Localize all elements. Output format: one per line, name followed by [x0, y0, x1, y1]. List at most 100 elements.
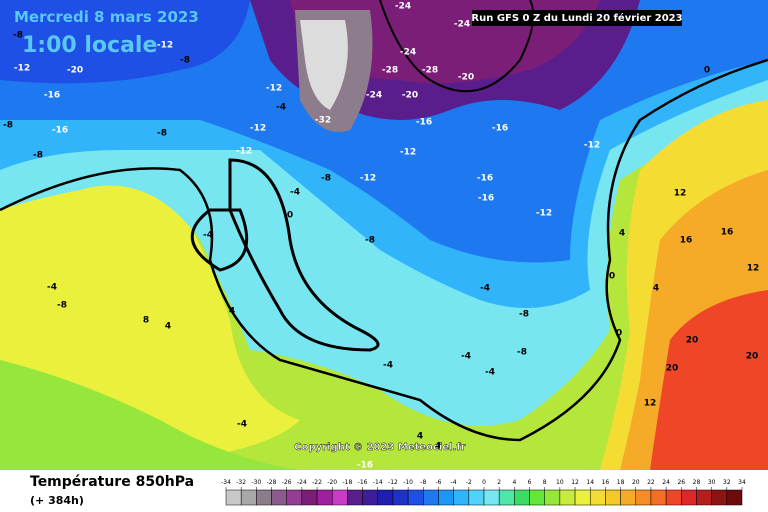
colorbar-tick-label: 18 [617, 479, 625, 486]
contour-label: -4 [290, 188, 300, 198]
colorbar-tick-label: -20 [327, 479, 337, 486]
colorbar-tick-label: 34 [738, 479, 746, 486]
contour-label: 20 [686, 336, 699, 346]
colorbar-tick-label: -26 [282, 479, 292, 486]
colorbar-tick-label: -34 [221, 479, 231, 486]
contour-label: -4 [461, 352, 471, 362]
colorbar-swatch [711, 489, 728, 506]
copyright: Copyright © 2023 Meteociel.fr [294, 442, 465, 453]
colorbar-swatch [392, 489, 409, 506]
footer-title: Température 850hPa [30, 474, 194, 490]
colorbar-swatch [650, 489, 667, 506]
contour-label: -4 [276, 103, 286, 113]
contour-label: -12 [157, 41, 173, 51]
contour-label: 16 [721, 228, 734, 238]
colorbar-tick-label: -6 [435, 479, 441, 486]
colorbar-tick-label: -12 [388, 479, 398, 486]
contour-label: -24 [366, 91, 382, 101]
contour-label: -16 [477, 174, 493, 184]
contour-label: -4 [480, 284, 490, 294]
colorbar-swatch [514, 489, 530, 506]
contour-label: -12 [584, 141, 600, 151]
colorbar-swatch [271, 489, 287, 506]
colorbar-tick-label: 2 [497, 479, 501, 486]
colorbar-tick-label: -24 [297, 479, 307, 486]
contour-label: 0 [287, 211, 293, 221]
contour-label: 12 [747, 264, 760, 274]
contour-label: 4 [653, 284, 659, 294]
contour-label: 12 [644, 399, 657, 409]
contour-label: 20 [746, 352, 759, 362]
colorbar-swatch [240, 489, 257, 506]
colorbar-tick-label: 16 [602, 479, 610, 486]
colorbar-tick-label: 0 [482, 479, 486, 486]
colorbar-tick-label: -8 [420, 479, 426, 486]
colorbar-tick-label: -4 [451, 479, 457, 486]
colorbar-swatch [665, 489, 682, 506]
colorbar-swatch [726, 489, 743, 506]
colorbar-tick-label: -2 [466, 479, 472, 486]
colorbar-tick-label: 28 [693, 479, 701, 486]
contour-label: 4 [165, 322, 171, 332]
contour-label: 8 [143, 316, 149, 326]
colorbar-swatch [544, 489, 561, 506]
contour-label: 4 [619, 229, 625, 239]
contour-label: -16 [357, 461, 373, 471]
colorbar-swatch [483, 489, 500, 506]
colorbar-tick-label: 32 [723, 479, 731, 486]
colorbar-tick-label: 26 [677, 479, 685, 486]
colorbar-tick-label: -18 [343, 479, 353, 486]
colorbar-swatch [407, 489, 424, 506]
contour-label: -28 [422, 66, 438, 76]
colorbar-tick-label: 14 [586, 479, 594, 486]
contour-labels: -8 -12 -20 -16 -8 -8 -16 -8 -12 -8 -12 -4 -12 -4 0 -4 -1… [3, 2, 759, 471]
contour-label: -4 [237, 420, 247, 430]
contour-label: 0 [616, 329, 622, 339]
contour-label: -4 [47, 283, 57, 293]
local-time: 1:00 locale [22, 33, 157, 58]
contour-label: -8 [365, 236, 375, 246]
contour-label: -12 [536, 209, 552, 219]
colorbar-swatch [574, 489, 591, 506]
contour-label: -12 [360, 174, 376, 184]
run-info: Run GFS 0 Z du Lundi 20 février 2023 [471, 12, 682, 24]
contour-label: -32 [315, 116, 331, 126]
contour-label: -16 [52, 126, 68, 136]
colorbar-swatch [438, 489, 454, 506]
colorbar-tick-label: 10 [556, 479, 564, 486]
colorbar-tick-label: -32 [236, 479, 246, 486]
colorbar-swatch [589, 489, 606, 506]
colorbar-tick-label: -10 [403, 479, 413, 486]
colorbar-tick-label: 22 [647, 479, 655, 486]
colorbar-swatch [468, 489, 485, 506]
colorbar-swatch [559, 489, 576, 506]
colorbar-tick-label: 12 [571, 479, 579, 486]
colorbar-tick-label: 6 [528, 479, 532, 486]
contour-label: 20 [666, 364, 679, 374]
contour-label: -8 [180, 56, 190, 66]
map: -8 -12 -20 -16 -8 -8 -16 -8 -12 -8 -12 -4 -12 -4 0 -4 -1… [0, 0, 768, 471]
colorbar: -34 -32 -30 -28 -26 -24 -22 -20 -18 -16 -14 -12 -10-… [221, 479, 746, 506]
contour-label: 16 [680, 236, 693, 246]
contour-label: -16 [416, 118, 432, 128]
contour-label: -12 [14, 64, 30, 74]
colorbar-tick-label: -30 [251, 479, 261, 486]
contour-label: -28 [382, 66, 398, 76]
contour-label: -24 [454, 20, 470, 30]
contour-label: -16 [44, 91, 60, 101]
colorbar-swatch [423, 489, 439, 506]
colorbar-swatch [498, 489, 515, 506]
colorbar-swatch [377, 489, 394, 506]
lead-time: (+ 384h) [30, 494, 84, 507]
contour-label: -8 [33, 151, 43, 161]
colorbar-swatch [256, 489, 272, 506]
colorbar-swatch [696, 489, 712, 506]
contour-label: -8 [519, 310, 529, 320]
valid-date: Mercredi 8 mars 2023 [14, 8, 199, 26]
contour-label: 0 [609, 272, 615, 282]
colorbar-swatch [681, 489, 697, 506]
colorbar-swatch [453, 489, 470, 506]
colorbar-tick-label: -28 [267, 479, 277, 486]
contour-label: -4 [485, 368, 495, 378]
contour-label: -4 [203, 231, 213, 241]
